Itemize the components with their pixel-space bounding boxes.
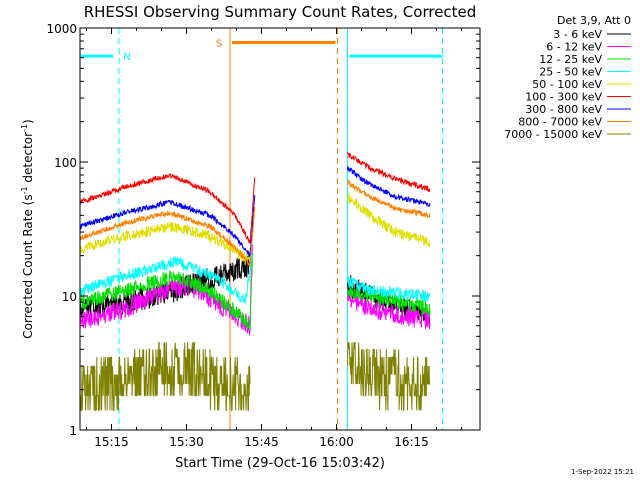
series-group: [79, 152, 431, 411]
legend-label: 800 - 7000 keV: [518, 116, 602, 129]
legend-label: 300 - 800 keV: [525, 103, 602, 116]
series-line: [79, 255, 251, 319]
legend-label: 50 - 100 keV: [532, 78, 602, 91]
series-line: [79, 195, 256, 257]
x-tick-label: 15:30: [169, 435, 204, 449]
series-line: [347, 152, 431, 193]
y-tick-label: 1000: [46, 22, 77, 36]
y-tick-label: 100: [54, 156, 77, 170]
series-line: [79, 207, 256, 263]
x-axis-label: Start Time (29-Oct-16 15:03:42): [175, 456, 385, 471]
legend-label: 3 - 6 keV: [553, 28, 602, 41]
legend-label: 25 - 50 keV: [539, 66, 602, 79]
x-tick-label: 16:15: [394, 435, 429, 449]
series-line: [79, 342, 251, 411]
series-line: [79, 173, 256, 244]
y-label-part: detector: [21, 132, 35, 187]
y-tick-label: 1: [69, 424, 77, 438]
plot-frame: [79, 27, 481, 431]
series-line: [347, 276, 431, 303]
x-tick-label: 15:15: [94, 435, 129, 449]
y-tick-label: 10: [62, 290, 77, 304]
y-axis-label: Corrected Count Rate (s-1 detector-1): [20, 119, 35, 338]
axes-group: 15:15 15:30 15:45 16:00 16:15 1 10 100 1000: [46, 22, 480, 449]
series-line: [79, 244, 253, 336]
legend-label: 12 - 25 keV: [539, 53, 602, 66]
series-line: [347, 165, 431, 208]
x-tick-label: 15:45: [244, 435, 279, 449]
y-label-sup: -1: [20, 124, 29, 132]
series-line: [347, 285, 431, 316]
series-line: [347, 287, 431, 330]
series-line: [79, 206, 256, 268]
y-label-sup: -1: [20, 186, 29, 194]
series-line: [347, 179, 431, 219]
y-label-part: ): [21, 119, 35, 124]
series-line: [347, 342, 430, 411]
series-line: [79, 253, 253, 331]
annotation-label: N: [123, 52, 130, 63]
legend-label: 7000 - 15000 keV: [504, 128, 602, 141]
chart-title: RHESSI Observing Summary Count Rates, Co…: [84, 3, 477, 21]
annotations-group: NS: [80, 38, 443, 63]
legend-title: Det 3,9, Att 0: [557, 14, 631, 27]
annotation-label: S: [216, 38, 222, 49]
legend-label: 100 - 300 keV: [525, 91, 602, 104]
x-tick-label: 16:00: [319, 435, 354, 449]
series-line: [79, 254, 253, 305]
series-line: [347, 192, 431, 248]
generated-timestamp: 1-Sep-2022 15:21: [571, 468, 634, 476]
legend-label: 6 - 12 keV: [546, 41, 602, 54]
y-label-part: Corrected Count Rate (s: [21, 194, 35, 338]
